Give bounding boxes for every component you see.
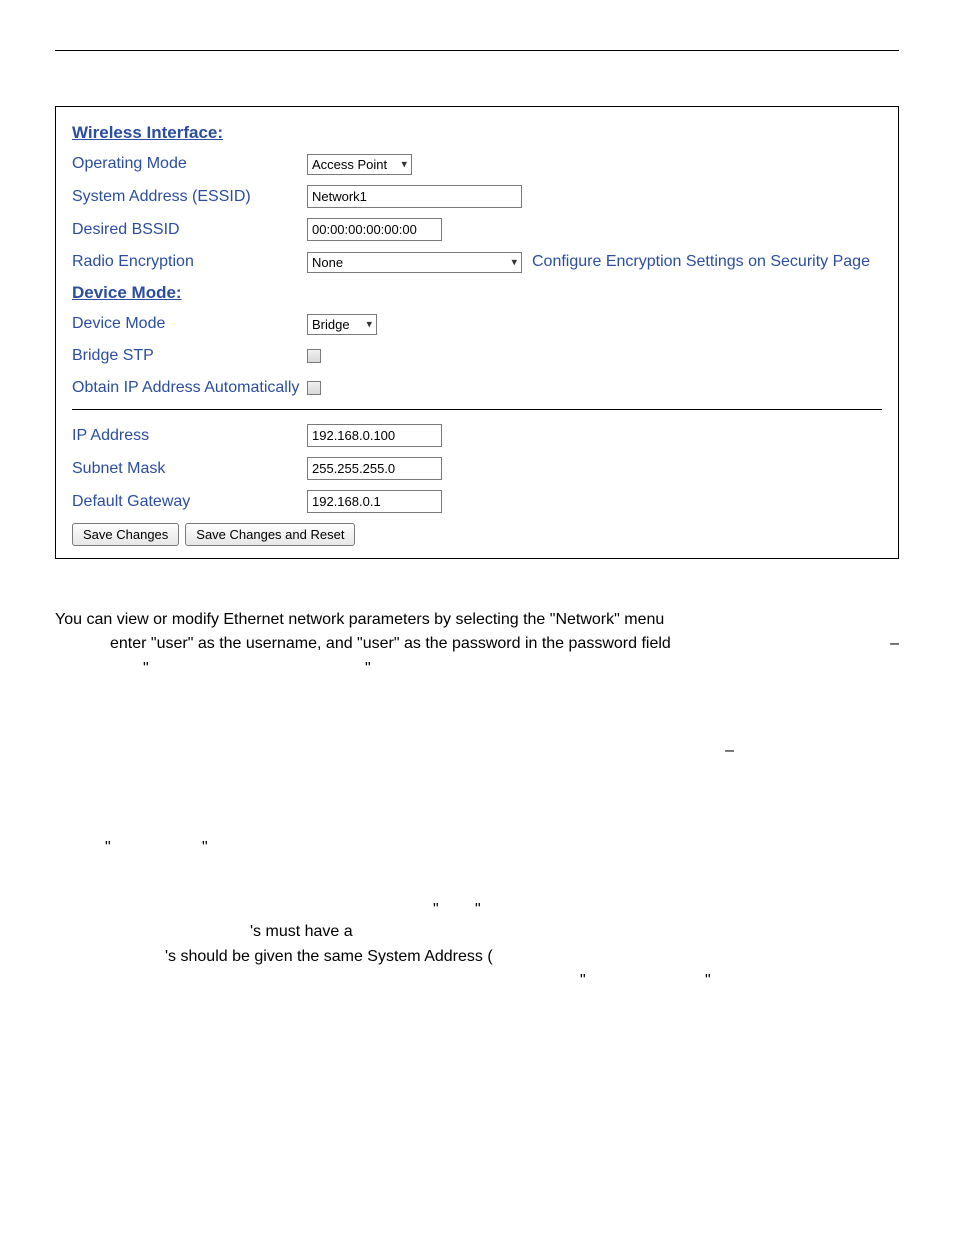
label-gateway: Default Gateway bbox=[72, 493, 307, 511]
wireless-section-header: Wireless Interface: bbox=[72, 123, 882, 143]
body-text: You can view or modify Ethernet network … bbox=[55, 609, 899, 992]
select-operating-mode[interactable]: Access Point bbox=[307, 154, 412, 175]
input-gateway[interactable] bbox=[307, 490, 442, 513]
body-line-2-dash: – bbox=[890, 633, 899, 657]
device-section-header: Device Mode: bbox=[72, 283, 882, 303]
quote-line-a: " " bbox=[55, 658, 899, 680]
quote-line-d: " " bbox=[55, 970, 899, 992]
row-operating-mode: Operating Mode Access Point bbox=[72, 153, 882, 175]
config-panel: Wireless Interface: Operating Mode Acces… bbox=[55, 106, 899, 559]
label-essid: System Address (ESSID) bbox=[72, 188, 307, 206]
encryption-hint: Configure Encryption Settings on Securit… bbox=[532, 253, 870, 271]
inner-rule bbox=[72, 409, 882, 410]
label-subnet: Subnet Mask bbox=[72, 460, 307, 478]
row-bridge-stp: Bridge STP bbox=[72, 345, 882, 367]
body-line-3-dash: – bbox=[725, 740, 734, 762]
label-encryption: Radio Encryption bbox=[72, 253, 307, 271]
body-line-5: 's should be given the same System Addre… bbox=[165, 946, 899, 968]
input-bssid[interactable] bbox=[307, 218, 442, 241]
body-line-1: You can view or modify Ethernet network … bbox=[55, 609, 899, 631]
row-device-mode: Device Mode Bridge bbox=[72, 313, 882, 335]
top-rule bbox=[55, 50, 899, 51]
checkbox-obtain-ip[interactable] bbox=[307, 381, 321, 395]
input-subnet[interactable] bbox=[307, 457, 442, 480]
label-operating-mode: Operating Mode bbox=[72, 155, 307, 173]
input-essid[interactable] bbox=[307, 185, 522, 208]
row-gateway: Default Gateway bbox=[72, 490, 882, 513]
label-ip-address: IP Address bbox=[72, 427, 307, 445]
row-essid: System Address (ESSID) bbox=[72, 185, 882, 208]
input-ip-address[interactable] bbox=[307, 424, 442, 447]
row-ip-address: IP Address bbox=[72, 424, 882, 447]
label-bridge-stp: Bridge STP bbox=[72, 347, 307, 365]
body-line-2: enter "user" as the username, and "user"… bbox=[110, 633, 671, 655]
save-button[interactable]: Save Changes bbox=[72, 523, 179, 546]
quote-line-c: " " bbox=[55, 899, 899, 921]
row-subnet: Subnet Mask bbox=[72, 457, 882, 480]
row-encryption: Radio Encryption None Configure Encrypti… bbox=[72, 251, 882, 273]
row-obtain-ip: Obtain IP Address Automatically bbox=[72, 377, 882, 399]
select-device-mode[interactable]: Bridge bbox=[307, 314, 377, 335]
body-line-4: 's must have a bbox=[250, 921, 899, 943]
quote-line-b: " " bbox=[55, 837, 899, 859]
label-bssid: Desired BSSID bbox=[72, 221, 307, 239]
checkbox-bridge-stp[interactable] bbox=[307, 349, 321, 363]
label-obtain-ip: Obtain IP Address Automatically bbox=[72, 379, 307, 397]
button-row: Save Changes Save Changes and Reset bbox=[72, 523, 882, 546]
label-device-mode: Device Mode bbox=[72, 315, 307, 333]
select-encryption[interactable]: None bbox=[307, 252, 522, 273]
row-bssid: Desired BSSID bbox=[72, 218, 882, 241]
save-reset-button[interactable]: Save Changes and Reset bbox=[185, 523, 355, 546]
